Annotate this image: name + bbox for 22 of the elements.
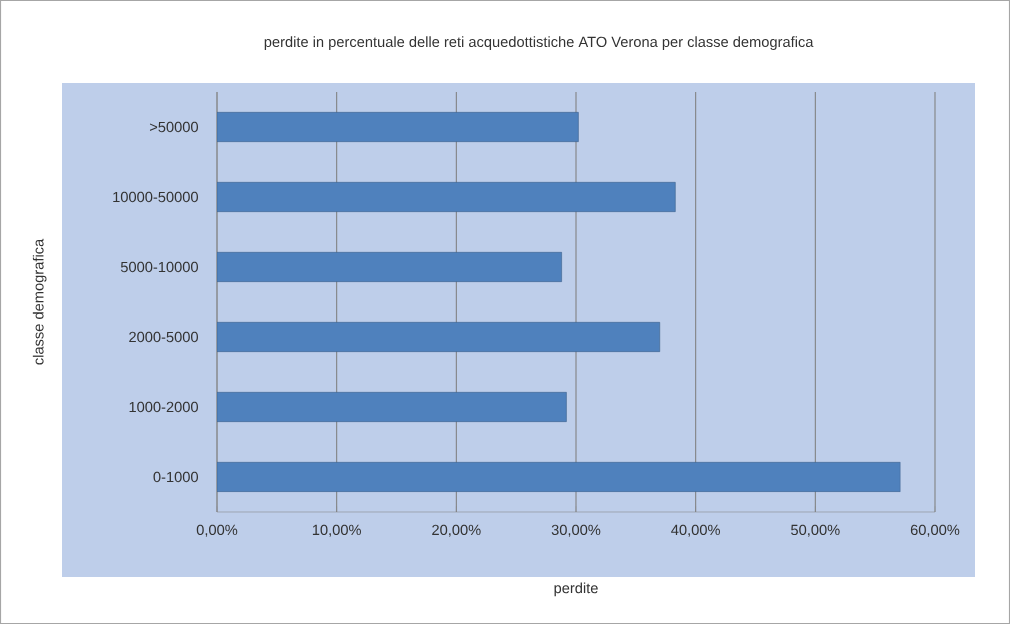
x-tick-label: 10,00% <box>312 524 361 537</box>
y-tick-label: 10000-50000 <box>113 191 198 203</box>
y-tick-label: 1000-2000 <box>129 401 198 413</box>
bar <box>217 182 676 212</box>
bar <box>217 322 661 352</box>
chart-title: perdite in percentuale delle reti acquedottistiche ATO Verona per classe demografica <box>264 36 814 50</box>
x-axis-title: perdite <box>554 582 598 597</box>
y-tick-label: 5000-10000 <box>120 261 198 273</box>
y-axis-title: classe demografica <box>32 238 47 365</box>
x-tick-label: 0,00% <box>196 524 238 537</box>
x-tick-label: 20,00% <box>432 524 481 537</box>
bar <box>217 112 579 142</box>
y-tick-label: 0-1000 <box>153 471 199 483</box>
bar <box>217 252 562 282</box>
y-tick-label: 2000-5000 <box>129 331 198 343</box>
x-tick-label: 30,00% <box>551 524 601 537</box>
bar <box>217 392 567 422</box>
bar <box>217 462 901 492</box>
x-tick-label: 50,00% <box>791 524 840 537</box>
x-tick-label: 40,00% <box>671 524 720 537</box>
y-tick-label: >50000 <box>149 121 199 133</box>
x-tick-label: 60,00% <box>910 524 960 537</box>
